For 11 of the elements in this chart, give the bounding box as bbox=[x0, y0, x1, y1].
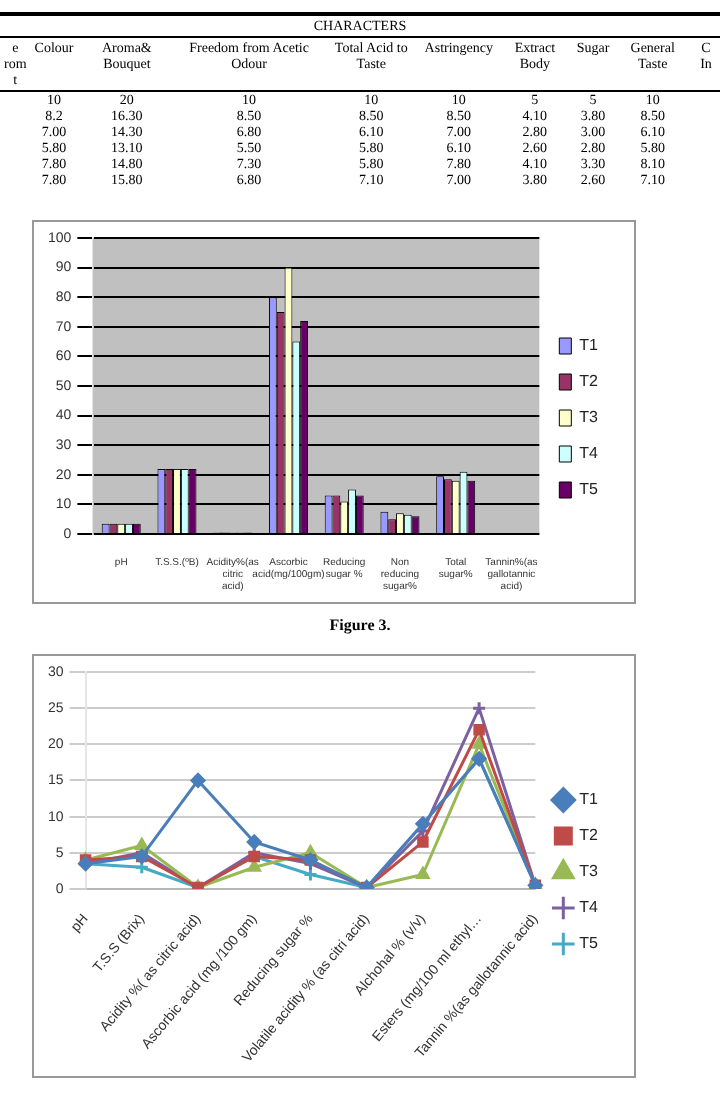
legend-label: T1 bbox=[579, 336, 600, 355]
legend-label: T1 bbox=[579, 790, 600, 809]
legend-label: T5 bbox=[579, 480, 600, 499]
legend-label: T4 bbox=[579, 898, 600, 917]
legend-label: T2 bbox=[579, 372, 600, 391]
legend-label: T4 bbox=[579, 444, 600, 463]
legend-label: T2 bbox=[579, 826, 600, 845]
legend-label: T5 bbox=[579, 934, 600, 953]
legend-label: T3 bbox=[579, 862, 600, 881]
legend-label: T3 bbox=[579, 408, 600, 427]
caption: Figure 3. bbox=[327, 616, 393, 634]
